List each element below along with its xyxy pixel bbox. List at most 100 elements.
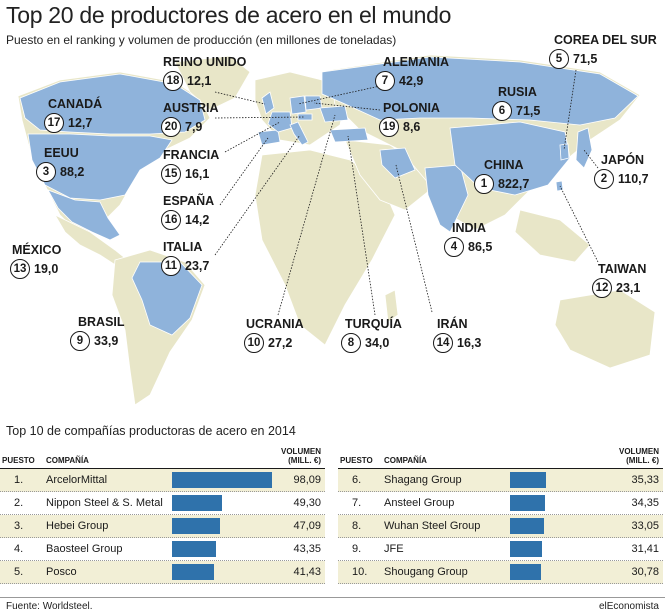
country-label: CANADÁ (48, 97, 103, 111)
row-company: JFE (384, 543, 404, 555)
rank-badge: 8 (341, 333, 361, 353)
rank-badge: 4 (444, 237, 464, 257)
rank-badge: 20 (161, 117, 181, 137)
country-figure: 10 27,2 (244, 333, 292, 353)
country-figure: 3 88,2 (36, 162, 84, 182)
row-bar (172, 518, 221, 534)
row-value: 30,78 (631, 566, 659, 578)
leader-francia (224, 121, 281, 153)
row-bar (510, 495, 546, 511)
brand-logo: elEconomista (598, 601, 659, 612)
row-rank: 7. (352, 497, 362, 509)
country-figure: 8 34,0 (341, 333, 389, 353)
country-figure: 7 42,9 (375, 71, 423, 91)
header-unit: (MILL. €) (626, 456, 659, 465)
country-figure: 5 71,5 (549, 49, 597, 69)
rank-badge: 5 (549, 49, 569, 69)
country-figure: 12 23,1 (592, 278, 640, 298)
leader-italia (214, 134, 301, 256)
country-figure: 9 33,9 (70, 331, 118, 351)
header-rank: PUESTO (340, 456, 373, 465)
rank-badge: 7 (375, 71, 395, 91)
rank-badge: 12 (592, 278, 612, 298)
country-figure: 15 16,1 (161, 164, 209, 184)
row-company: Shougang Group (384, 566, 468, 578)
country-label: CHINA (484, 158, 524, 172)
country-uk (261, 91, 275, 115)
land-madagascar (384, 289, 399, 323)
table-row: 8. Wuhan Steel Group 33,05 (338, 515, 663, 538)
country-label: ALEMANIA (383, 55, 449, 69)
country-label: ESPAÑA (163, 194, 215, 208)
row-bar (172, 564, 215, 580)
rank-badge: 9 (70, 331, 90, 351)
country-brazil (131, 261, 203, 336)
header-rank: PUESTO (2, 456, 35, 465)
header-volume: VOLUMEN (281, 447, 321, 456)
header-company: COMPAÑÍA (46, 456, 89, 465)
country-value: 88,2 (60, 165, 85, 179)
rank-badge: 14 (433, 333, 453, 353)
country-figure: 11 23,7 (161, 256, 209, 276)
world-map (17, 54, 656, 406)
row-bar (510, 518, 544, 534)
table-row: 7. Ansteel Group 34,35 (338, 492, 663, 515)
country-korea (559, 143, 570, 161)
row-rank: 3. (14, 520, 24, 532)
row-value: 49,30 (293, 497, 321, 509)
country-poland (304, 95, 323, 111)
country-mexico (47, 189, 121, 241)
row-value: 41,43 (293, 566, 321, 578)
row-rank: 8. (352, 520, 362, 532)
country-italy (289, 121, 309, 146)
table-row: 3. Hebei Group 47,09 (0, 515, 325, 538)
row-bar (172, 541, 217, 557)
row-value: 33,05 (631, 520, 659, 532)
country-value: 12,7 (68, 116, 93, 130)
country-value: 23,7 (185, 259, 210, 273)
row-value: 35,33 (631, 474, 659, 486)
row-company: Ansteel Group (384, 497, 455, 509)
country-figure: 17 12,7 (44, 113, 92, 133)
land-australia (554, 289, 656, 369)
country-germany (289, 95, 307, 115)
country-label: ITALIA (163, 240, 203, 254)
country-value: 34,0 (365, 336, 390, 350)
table-row: 5. Posco 41,43 (0, 561, 325, 584)
leader-corea (563, 69, 577, 151)
country-value: 23,1 (616, 281, 641, 295)
country-value: 14,2 (185, 213, 210, 227)
page-title: Top 20 de productores de acero en el mun… (6, 2, 452, 28)
row-value: 34,35 (631, 497, 659, 509)
row-rank: 2. (14, 497, 24, 509)
country-value: 71,5 (516, 104, 541, 118)
table-title: Top 10 de compañías productoras de acero… (6, 424, 296, 438)
leader-taiwan (559, 185, 599, 263)
country-label: RUSIA (498, 85, 537, 99)
country-ukraine (319, 105, 349, 123)
row-rank: 10. (352, 566, 368, 578)
rank-badge: 11 (161, 256, 181, 276)
country-figure: 14 16,3 (433, 333, 481, 353)
country-france (267, 111, 293, 133)
country-value: 7,9 (185, 120, 203, 134)
country-value: 19,0 (34, 262, 59, 276)
row-rank: 6. (352, 474, 362, 486)
leader-japon (583, 149, 599, 169)
rank-badge: 10 (244, 333, 264, 353)
table-row: 9. JFE 31,41 (338, 538, 663, 561)
country-value: 8,6 (403, 120, 421, 134)
country-value: 16,1 (185, 167, 210, 181)
row-company: Baosteel Group (46, 543, 123, 555)
row-bar (510, 472, 547, 488)
country-label: TAIWAN (598, 262, 647, 276)
country-label: AUSTRIA (163, 101, 219, 115)
row-bar (172, 472, 273, 488)
header-company: COMPAÑÍA (384, 456, 427, 465)
table-header: PUESTO COMPAÑÍA VOLUMEN (MILL. €) (338, 446, 663, 469)
rank-badge: 3 (36, 162, 56, 182)
rank-badge: 16 (161, 210, 181, 230)
rank-badge: 19 (379, 117, 399, 137)
country-figure: 6 71,5 (492, 101, 540, 121)
row-rank: 4. (14, 543, 24, 555)
